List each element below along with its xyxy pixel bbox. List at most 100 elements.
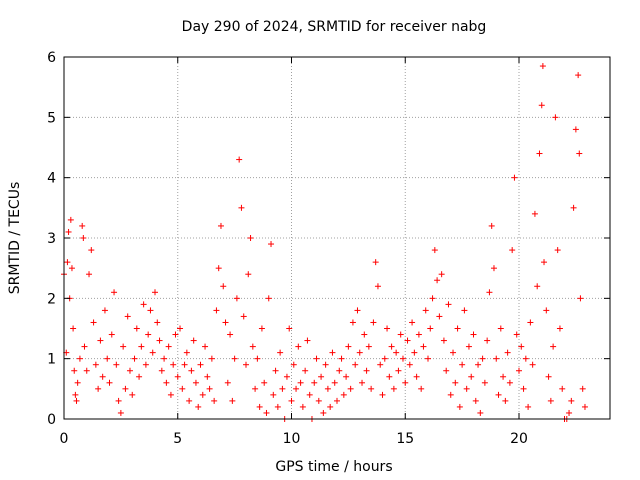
data-point xyxy=(124,313,131,320)
data-point xyxy=(249,343,256,350)
data-point xyxy=(204,373,211,380)
data-point xyxy=(411,349,418,356)
data-point xyxy=(65,228,72,235)
data-point xyxy=(479,355,486,362)
data-point xyxy=(92,361,99,368)
data-point xyxy=(431,247,438,254)
data-point xyxy=(454,325,461,332)
data-point xyxy=(258,325,265,332)
data-point xyxy=(418,385,425,392)
data-point xyxy=(547,397,554,404)
data-point xyxy=(167,391,174,398)
data-point xyxy=(279,385,286,392)
data-point xyxy=(461,307,468,314)
data-point xyxy=(361,331,368,338)
data-point xyxy=(245,271,252,278)
data-point xyxy=(158,367,165,374)
data-point xyxy=(129,391,136,398)
data-point xyxy=(288,397,295,404)
data-point xyxy=(115,397,122,404)
data-point xyxy=(211,397,218,404)
data-point xyxy=(456,403,463,410)
data-point xyxy=(459,361,466,368)
data-point xyxy=(356,349,363,356)
data-point xyxy=(349,319,356,326)
data-point xyxy=(347,385,354,392)
data-point xyxy=(374,283,381,290)
data-point xyxy=(486,289,493,296)
grid-lines xyxy=(64,57,610,419)
data-point xyxy=(468,373,475,380)
data-point xyxy=(388,343,395,350)
data-point xyxy=(277,349,284,356)
y-tick-label: 0 xyxy=(47,412,56,428)
data-point xyxy=(68,265,75,272)
data-point xyxy=(72,391,79,398)
data-point xyxy=(447,391,454,398)
data-point xyxy=(152,289,158,296)
data-point xyxy=(386,373,393,380)
data-point xyxy=(320,409,327,416)
data-point xyxy=(79,222,86,229)
data-point xyxy=(195,403,202,410)
data-point xyxy=(488,222,495,229)
data-point xyxy=(170,361,177,368)
y-tick-label: 3 xyxy=(47,231,56,247)
x-tick-label: 10 xyxy=(283,431,301,447)
data-point xyxy=(529,361,536,368)
data-point xyxy=(338,355,345,362)
data-point xyxy=(502,397,509,404)
data-point xyxy=(263,409,270,416)
data-point xyxy=(393,349,400,356)
data-point xyxy=(122,385,129,392)
data-point xyxy=(108,331,115,338)
data-point xyxy=(165,343,172,350)
data-point xyxy=(518,343,525,350)
data-point xyxy=(413,373,420,380)
data-point xyxy=(579,385,586,392)
data-point xyxy=(345,343,352,350)
data-point xyxy=(556,325,563,332)
data-point xyxy=(113,361,120,368)
data-point xyxy=(161,355,168,362)
data-point xyxy=(74,379,81,386)
data-point xyxy=(202,343,209,350)
data-point xyxy=(504,349,511,356)
data-point xyxy=(465,343,472,350)
data-point xyxy=(261,379,268,386)
x-tick-label: 20 xyxy=(510,431,528,447)
data-point xyxy=(99,373,106,380)
data-point xyxy=(541,259,548,266)
data-point xyxy=(372,259,379,266)
data-point xyxy=(334,397,340,404)
data-point xyxy=(506,379,513,386)
data-point xyxy=(243,361,249,368)
data-point xyxy=(88,247,95,254)
y-tick-label: 5 xyxy=(47,110,56,126)
data-point xyxy=(86,271,93,278)
data-point xyxy=(311,379,318,386)
data-point xyxy=(520,385,527,392)
data-point xyxy=(217,222,224,229)
data-point xyxy=(331,379,338,386)
data-point xyxy=(181,361,188,368)
data-point xyxy=(472,397,479,404)
data-point xyxy=(390,385,397,392)
data-point xyxy=(531,210,538,217)
data-point xyxy=(295,343,302,350)
data-point xyxy=(222,319,229,326)
data-point xyxy=(509,247,516,254)
data-point xyxy=(256,403,263,410)
data-point xyxy=(315,397,322,404)
data-point xyxy=(570,204,577,211)
data-point xyxy=(208,355,215,362)
data-point xyxy=(186,397,193,404)
data-point xyxy=(354,307,361,314)
data-point xyxy=(147,307,154,314)
data-point xyxy=(422,307,429,314)
data-point xyxy=(359,379,366,386)
data-point xyxy=(545,373,552,380)
data-point xyxy=(138,343,145,350)
x-tick-label: 0 xyxy=(60,431,69,447)
data-point xyxy=(64,259,71,266)
